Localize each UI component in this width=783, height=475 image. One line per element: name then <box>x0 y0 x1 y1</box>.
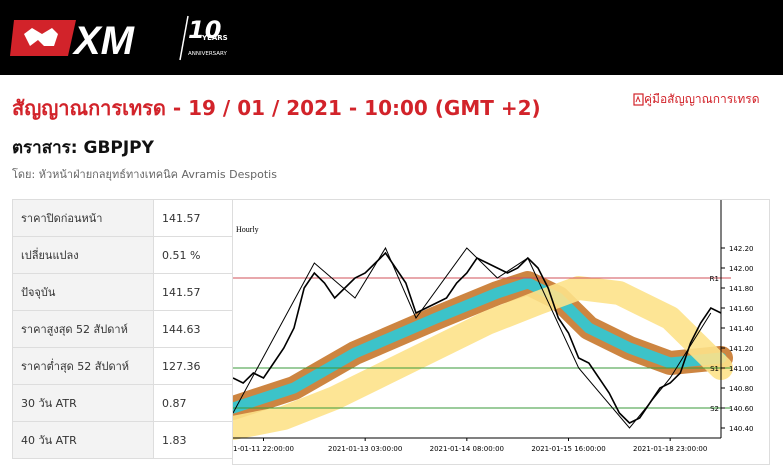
band-inner <box>233 277 727 414</box>
author: โดย: หัวหน้าฝ่ายกลยุทธ์ทางเทคนิค Avramis… <box>12 168 277 181</box>
table-row: 30 วัน ATR 0.87 <box>12 384 233 422</box>
level-label: S1 <box>710 365 719 373</box>
cell-label: 40 วัน ATR <box>12 421 154 459</box>
cell-label: เปลี่ยนแปลง <box>12 236 154 274</box>
table-row: เปลี่ยนแปลง 0.51 % <box>12 236 233 274</box>
cell-value: 141.57 <box>153 273 233 311</box>
zigzag <box>233 246 712 429</box>
y-tick-label: 141.20 <box>729 345 754 353</box>
x-tick-label: 2021-01-18 23:00:00 <box>633 445 707 453</box>
table-row: ปัจจุบัน 141.57 <box>12 273 233 311</box>
level-label: S2 <box>710 405 719 413</box>
cell-value: 141.57 <box>153 199 233 237</box>
y-tick-label: 140.40 <box>729 425 754 433</box>
pdf-icon <box>633 93 644 106</box>
y-tick-label: 141.40 <box>729 325 754 333</box>
cell-value: 1.83 <box>153 421 233 459</box>
cell-label: 30 วัน ATR <box>12 384 154 422</box>
anniv-word: ANNIVERSARY <box>188 51 227 57</box>
level-label: R1 <box>710 275 719 283</box>
cell-value: 0.51 % <box>153 236 233 274</box>
title: สัญญาณการเทรด - 19 / 01 / 2021 - 10:00 (… <box>12 96 541 120</box>
cell-value: 127.36 <box>153 347 233 385</box>
cell-label: ราคาต่ำสุด 52 สัปดาห์ <box>12 347 154 385</box>
header: XM 10 YEARS ANNIVERSARY <box>0 0 783 75</box>
stats-table: ราคาปิดก่อนหน้า 141.57 เปลี่ยนแปลง 0.51 % ปั… <box>12 199 233 459</box>
guide-link-text[interactable]: คู่มือสัญญาณการเทรด <box>644 92 760 106</box>
y-tick-label: 141.00 <box>729 365 754 373</box>
y-tick-label: 142.20 <box>729 245 754 253</box>
y-tick-label: 141.60 <box>729 305 754 313</box>
cell-label: ราคาปิดก่อนหน้า <box>12 199 154 237</box>
logo: XM 10 YEARS ANNIVERSARY <box>10 15 228 62</box>
logo-bull <box>24 28 58 46</box>
x-tick-label: 2021-01-14 08:00:00 <box>430 445 504 453</box>
divider <box>179 15 189 61</box>
chart-title: Hourly <box>236 225 259 234</box>
table-row: 40 วัน ATR 1.83 <box>12 421 233 459</box>
x-tick-label: 2021-01-15 16:00:00 <box>531 445 605 453</box>
cell-label: ปัจจุบัน <box>12 273 154 311</box>
logo-text: XM <box>72 19 136 62</box>
anniv-years: YEARS <box>201 34 228 42</box>
band <box>233 276 733 440</box>
cell-label: ราคาสูงสุด 52 สัปดาห์ <box>12 310 154 348</box>
table-row: ราคาปิดก่อนหน้า 141.57 <box>12 199 233 237</box>
table-row: ราคาต่ำสุด 52 สัปดาห์ 127.36 <box>12 347 233 385</box>
y-tick-label: 142.00 <box>729 265 754 273</box>
y-tick-label: 140.60 <box>729 405 754 413</box>
cell-value: 0.87 <box>153 384 233 422</box>
x-tick-label: 2021-01-13 03:00:00 <box>328 445 402 453</box>
instrument: ตราสาร: GBPJPY <box>12 138 154 158</box>
anniv-number: 10 <box>188 16 221 44</box>
y-tick-label: 141.80 <box>729 285 754 293</box>
cell-value: 144.63 <box>153 310 233 348</box>
chart: Hourly R1 S1 S2 142.20 142.00 141.80 141.60 141… <box>232 199 770 465</box>
x-tick-label: 1-01-11 22:00:00 <box>233 445 294 453</box>
guide-link[interactable]: คู่มือสัญญาณการเทรด <box>633 90 760 109</box>
y-tick-label: 140.80 <box>729 385 754 393</box>
table-row: ราคาสูงสุด 52 สัปดาห์ 144.63 <box>12 310 233 348</box>
